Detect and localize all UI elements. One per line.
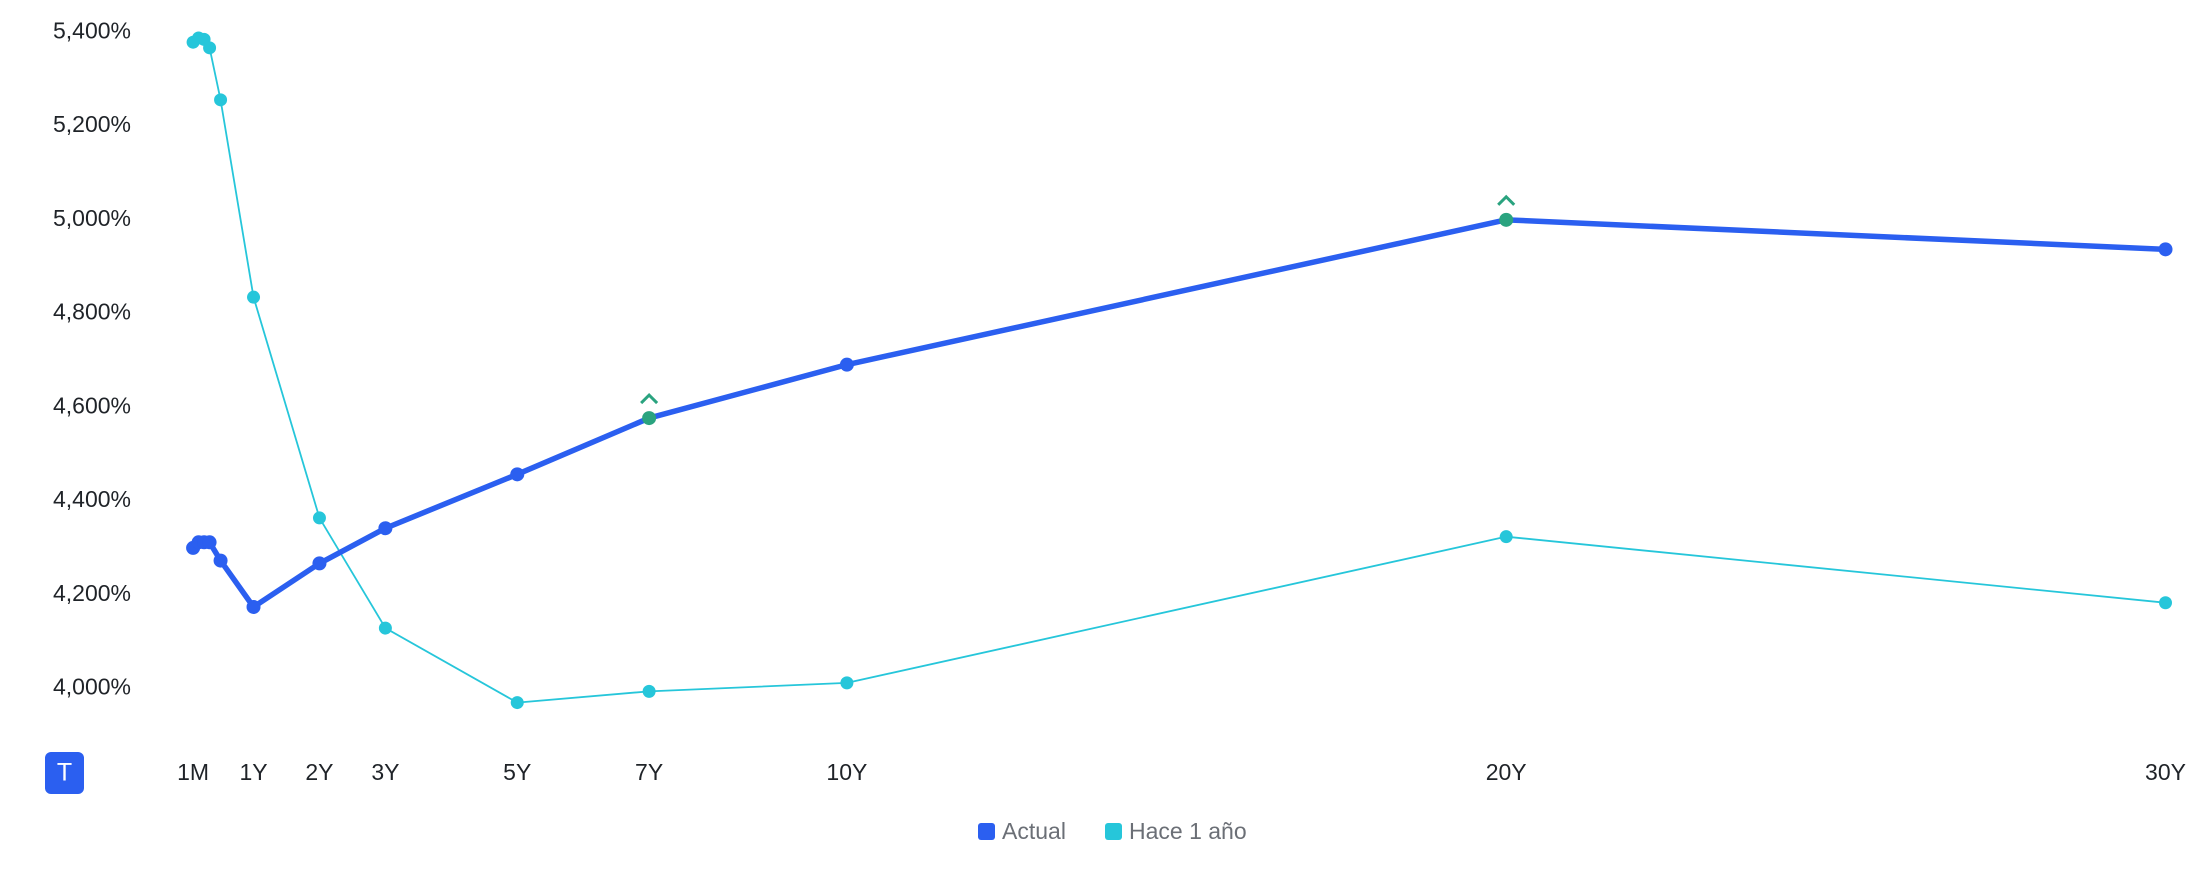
x-tick-label: 3Y [371, 759, 399, 785]
y-tick-label: 5,400% [53, 17, 131, 43]
legend-label: Hace 1 año [1129, 818, 1247, 844]
legend-swatch [1105, 823, 1122, 840]
data-point [213, 553, 228, 568]
data-point [214, 93, 228, 107]
data-point [202, 535, 217, 550]
y-tick-label: 4,600% [53, 392, 131, 418]
data-point [2159, 596, 2172, 610]
y-tick-label: 4,400% [53, 486, 131, 512]
highlight-caret [640, 392, 659, 405]
y-tick-label: 5,200% [53, 111, 131, 137]
highlight-caret [1497, 194, 1516, 206]
x-tick-label: 20Y [1486, 759, 1527, 785]
data-point [1499, 530, 1513, 544]
data-point [1499, 212, 1514, 227]
data-point [510, 696, 524, 710]
data-point [312, 511, 326, 525]
y-tick-label: 4,200% [53, 580, 131, 606]
x-tick-label: 1M [177, 759, 209, 785]
data-point [840, 676, 854, 690]
data-point [510, 467, 525, 482]
series-line [191, 217, 2166, 610]
data-point [246, 599, 261, 614]
data-point [247, 290, 261, 304]
x-tick-label: 10Y [826, 759, 867, 785]
y-tick-label: 4,000% [53, 674, 131, 700]
data-point [203, 41, 217, 55]
x-tick-label: 1Y [239, 759, 267, 785]
x-tick-label: 30Y [2145, 759, 2186, 785]
data-point [642, 411, 657, 426]
series-line [192, 37, 2166, 704]
toggle-button-label[interactable]: T [57, 759, 72, 787]
toggle-button[interactable] [45, 752, 84, 794]
data-point [2158, 242, 2173, 257]
x-tick-label: 5Y [503, 759, 531, 785]
x-tick-label: 7Y [635, 759, 663, 785]
data-point [378, 621, 392, 635]
data-point [642, 684, 656, 698]
data-point [839, 357, 854, 372]
data-point [312, 556, 327, 571]
x-tick-label: 2Y [305, 759, 333, 785]
y-tick-label: 5,000% [53, 205, 131, 231]
legend-swatch [978, 823, 995, 840]
data-point [378, 521, 393, 536]
y-tick-label: 4,800% [53, 299, 131, 325]
legend-label: Actual [1002, 818, 1066, 844]
